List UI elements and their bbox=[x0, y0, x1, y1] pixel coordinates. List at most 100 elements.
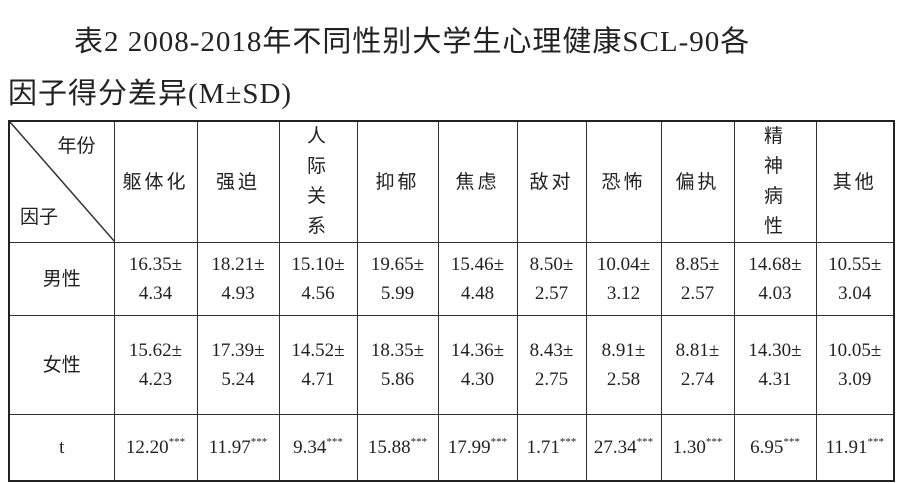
cell-line: 8.91± bbox=[601, 340, 646, 361]
cell-line: 14.30± bbox=[748, 340, 802, 361]
cell-line: 14.68± bbox=[748, 254, 802, 275]
row-label: t bbox=[8, 414, 115, 481]
t-cell: 12.20*** bbox=[113, 414, 198, 481]
title-line: 表2 2008-2018年不同性别大学生心理健康SCL-90各 bbox=[74, 26, 751, 58]
column-header: 抑郁 bbox=[356, 120, 439, 243]
cell-line: 17.39± bbox=[211, 340, 265, 361]
cell-line: 8.85± bbox=[675, 254, 720, 275]
t-value: 27.34 bbox=[593, 436, 637, 458]
cell-line: 5.86 bbox=[380, 369, 415, 390]
t-cell: 17.99*** bbox=[437, 414, 518, 481]
corner-bottom-label: 因子 bbox=[20, 207, 59, 228]
cell-line: 4.31 bbox=[758, 369, 792, 390]
t-cell: 1.30*** bbox=[660, 414, 735, 481]
t-value: 12.20 bbox=[125, 436, 169, 458]
cell-line: 10.05± bbox=[828, 340, 882, 361]
column-header: 强迫 bbox=[196, 120, 280, 243]
column-header-text: 恐怖 bbox=[601, 171, 646, 193]
cell-line: 5.24 bbox=[221, 369, 255, 390]
cell-line: 3.09 bbox=[838, 369, 872, 390]
t-row: t 12.20*** 11.97*** 9.34*** 15.88*** 17.99***… bbox=[8, 414, 895, 481]
column-header: 人际关系 bbox=[278, 120, 358, 243]
t-value: 11.97 bbox=[208, 436, 251, 458]
cell-line: 4.34 bbox=[138, 283, 173, 304]
t-cell: 9.34*** bbox=[278, 414, 358, 481]
column-header: 躯体化 bbox=[113, 120, 198, 243]
data-cell: 14.36± 4.30 bbox=[437, 315, 518, 415]
cell-line: 3.12 bbox=[606, 283, 641, 304]
t-value: 11.91 bbox=[825, 436, 868, 458]
cell-line: 19.65± bbox=[370, 254, 425, 275]
t-cell: 1.71*** bbox=[516, 414, 587, 481]
t-value: 6.95 bbox=[750, 436, 784, 458]
data-cell: 8.50± 2.57 bbox=[516, 242, 587, 316]
cell-line: 8.81± bbox=[675, 340, 720, 361]
data-cell: 8.43± 2.75 bbox=[516, 315, 587, 415]
data-cell: 10.04± 3.12 bbox=[585, 242, 662, 316]
data-cell: 14.52± 4.71 bbox=[278, 315, 358, 415]
t-value: 9.34 bbox=[293, 436, 327, 458]
significance: *** bbox=[326, 435, 343, 448]
cell-line: 4.23 bbox=[138, 369, 173, 390]
cell-line: 10.55± bbox=[828, 254, 882, 275]
data-cell: 15.10± 4.56 bbox=[278, 242, 358, 316]
row-label: 女性 bbox=[8, 315, 115, 415]
t-value: 15.88 bbox=[367, 436, 411, 458]
data-cell: 18.21± 4.93 bbox=[196, 242, 280, 316]
cell-line: 2.75 bbox=[534, 369, 569, 390]
column-header: 其他 bbox=[815, 120, 895, 243]
t-cell: 11.97*** bbox=[196, 414, 280, 481]
significance: *** bbox=[250, 435, 268, 448]
data-cell: 18.35± 5.86 bbox=[356, 315, 439, 415]
data-cell: 10.55± 3.04 bbox=[815, 242, 895, 316]
column-header-text: 偏执 bbox=[675, 171, 720, 193]
column-header-text: 焦虑 bbox=[455, 171, 500, 193]
data-cell: 8.85± 2.57 bbox=[660, 242, 735, 316]
cell-line: 16.35± bbox=[128, 254, 183, 275]
cell-line: 18.35± bbox=[370, 340, 425, 361]
cell-line: 18.21± bbox=[211, 254, 265, 275]
cell-line: 3.04 bbox=[838, 283, 872, 304]
significance: *** bbox=[636, 435, 654, 448]
significance: *** bbox=[490, 435, 508, 448]
significance: *** bbox=[410, 435, 428, 448]
significance: *** bbox=[168, 435, 186, 448]
column-header-text: 其他 bbox=[832, 171, 877, 193]
column-header: 恐怖 bbox=[585, 120, 662, 243]
data-cell: 15.62± 4.23 bbox=[113, 315, 198, 415]
data-row: 男性 16.35± 4.34 18.21± 4.93 15.10± 4.56 19.65± 5.… bbox=[8, 242, 895, 316]
cell-line: 2.57 bbox=[534, 283, 569, 304]
cell-line: 4.56 bbox=[301, 283, 335, 304]
data-cell: 15.46± 4.48 bbox=[437, 242, 518, 316]
cell-line: 15.62± bbox=[128, 340, 183, 361]
cell-line: 14.52± bbox=[291, 340, 345, 361]
row-label: 男性 bbox=[8, 242, 115, 316]
t-cell: 6.95*** bbox=[733, 414, 817, 481]
column-header-text: 强迫 bbox=[215, 171, 260, 193]
cell-line: 8.50± bbox=[529, 254, 574, 275]
cell-line: 15.46± bbox=[450, 254, 505, 275]
data-cell: 8.91± 2.58 bbox=[585, 315, 662, 415]
table: 年份 因子 躯体化 强迫 人际关系 抑郁 焦虑 敌对 恐怖 偏执 精神病性 其他 男性 16.35± 4.3… bbox=[8, 120, 895, 482]
t-value: 1.30 bbox=[672, 436, 706, 458]
significance: *** bbox=[559, 435, 577, 448]
data-cell: 14.30± 4.31 bbox=[733, 315, 817, 415]
t-value: 17.99 bbox=[447, 436, 491, 458]
column-header: 精神病性 bbox=[733, 120, 817, 243]
cell-line: 4.93 bbox=[221, 283, 255, 304]
corner-cell: 年份因子 bbox=[8, 120, 115, 243]
cell-line: 2.74 bbox=[680, 369, 715, 390]
t-cell: 11.91*** bbox=[815, 414, 895, 481]
t-cell: 27.34*** bbox=[585, 414, 662, 481]
corner-top-label: 年份 bbox=[57, 136, 96, 157]
significance: *** bbox=[783, 435, 800, 448]
data-cell: 19.65± 5.99 bbox=[356, 242, 439, 316]
data-cell: 14.68± 4.03 bbox=[733, 242, 817, 316]
column-header: 焦虑 bbox=[437, 120, 518, 243]
t-cell: 15.88*** bbox=[356, 414, 439, 481]
data-cell: 10.05± 3.09 bbox=[815, 315, 895, 415]
cell-line: 4.03 bbox=[758, 283, 792, 304]
significance: *** bbox=[867, 435, 885, 448]
column-header-text: 人际关系 bbox=[306, 126, 329, 237]
